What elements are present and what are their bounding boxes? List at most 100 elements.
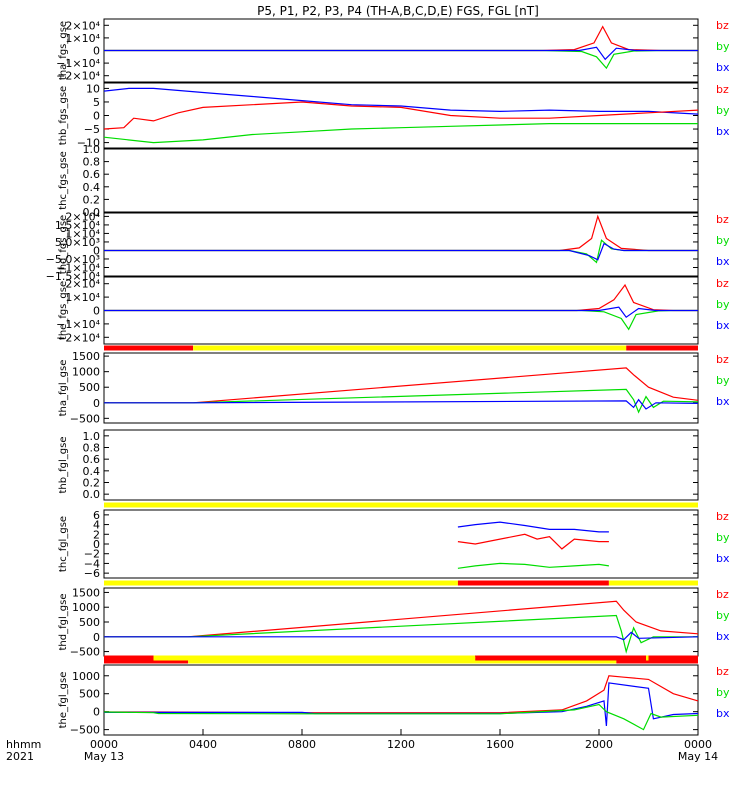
x-tick-label: 0800 <box>288 738 316 751</box>
y-tick-label: −2×10⁴ <box>56 331 100 344</box>
y-tick-label: 1000 <box>72 670 100 683</box>
y-tick-label: 0 <box>93 244 100 257</box>
x-tick-label: 0400 <box>189 738 217 751</box>
panel-frame <box>103 429 699 501</box>
series-by <box>457 562 609 569</box>
series-bx <box>104 631 699 641</box>
panel-frame <box>103 587 699 657</box>
status-bar-segment <box>648 655 698 661</box>
y-tick-label: 0 <box>93 45 100 58</box>
y-tick-label: 2×10⁴ <box>65 210 100 223</box>
footer-year: 2021 <box>6 750 34 763</box>
series-bx <box>104 398 699 410</box>
series-bx <box>457 521 609 533</box>
series-by <box>104 49 698 70</box>
y-axis-label: the_fgs_gse <box>58 281 69 340</box>
y-tick-label: 500 <box>79 688 100 701</box>
y-tick-label: 0.4 <box>83 465 101 478</box>
legend-bz: bz <box>716 83 729 96</box>
y-tick-label: 0 <box>93 110 100 123</box>
y-tick-label: 0 <box>93 631 100 644</box>
y-axis-label: thc_fgl_gse <box>58 516 69 572</box>
y-tick-label: 0.4 <box>83 181 101 194</box>
y-tick-label: 0.2 <box>83 477 101 490</box>
x-tick-sublabel: May 14 <box>678 750 718 763</box>
legend-bz: bz <box>716 213 729 226</box>
y-tick-label: 2×10⁴ <box>65 278 100 291</box>
y-axis-label: the_fgl_gse <box>58 672 69 729</box>
y-tick-label: −10 <box>77 137 100 150</box>
y-tick-label: 500 <box>79 616 100 629</box>
y-tick-label: −2 <box>84 548 100 561</box>
status-bar-segment <box>104 580 458 586</box>
y-tick-label: 0 <box>93 305 100 318</box>
legend-bz: bz <box>716 588 729 601</box>
y-axis-label: thd_fgl_gse <box>58 594 69 651</box>
y-tick-label: −6 <box>84 567 100 580</box>
y-tick-label: −2×10⁴ <box>56 70 100 83</box>
legend-bx: bx <box>716 61 730 74</box>
status-bar-segment <box>153 655 476 661</box>
legend-by: by <box>716 686 730 699</box>
y-tick-label: 0.8 <box>83 442 101 455</box>
status-bar-segment <box>188 658 617 664</box>
y-tick-label: 1×10⁴ <box>65 227 100 240</box>
x-tick-sublabel: May 13 <box>84 750 124 763</box>
legend-by: by <box>716 374 730 387</box>
series-bx <box>104 682 699 727</box>
panel-thb_fgl: 1.00.80.60.40.20.0 thb_fgl_gse <box>58 429 699 508</box>
series-bx <box>104 46 698 61</box>
y-axis-label: thc_fgs_gse <box>58 151 69 210</box>
y-tick-label: 4 <box>93 519 100 532</box>
legend-bz: bz <box>716 353 729 366</box>
y-axis-label: thb_fgl_gse <box>58 437 69 494</box>
panel-frame <box>103 212 699 277</box>
legend-bx: bx <box>716 319 730 332</box>
y-tick-label: −5.0×10³ <box>46 253 100 266</box>
y-tick-label: 1000 <box>72 366 100 379</box>
panel-frame <box>103 509 699 579</box>
series-bz <box>104 600 699 638</box>
y-tick-label: 1×10⁴ <box>65 32 100 45</box>
x-tick-label: 0000 <box>684 738 712 751</box>
y-tick-label: −5 <box>84 123 100 136</box>
status-bar-segment <box>104 658 189 664</box>
series-bz <box>104 367 699 404</box>
y-tick-label: 1.0 <box>83 143 101 156</box>
status-bar-segment <box>646 655 649 661</box>
x-tick-label: 1200 <box>387 738 415 751</box>
series-bz <box>457 533 609 550</box>
series-by <box>104 309 698 331</box>
legend-bz: bz <box>716 665 729 678</box>
series-bx <box>104 242 698 261</box>
status-bar-segment <box>616 658 698 664</box>
y-tick-label: −1×10⁴ <box>56 261 100 274</box>
y-tick-label: −4 <box>84 557 100 570</box>
y-tick-label: 500 <box>79 381 100 394</box>
y-tick-label: 1500 <box>72 586 100 599</box>
legend-bx: bx <box>716 552 730 565</box>
y-tick-label: 0.0 <box>83 206 101 219</box>
legend-by: by <box>716 40 730 53</box>
y-tick-label: −1×10⁴ <box>56 318 100 331</box>
status-bar-segment <box>104 655 154 661</box>
legend-bx: bx <box>716 630 730 643</box>
status-bar-segment <box>457 580 609 586</box>
status-bar-segment <box>104 502 698 508</box>
series-bz <box>104 675 699 714</box>
panel-thc_fgs: 1.00.80.60.40.20.0 thc_fgs_gse <box>58 143 699 219</box>
series-by <box>104 614 698 654</box>
legend-by: by <box>716 104 730 117</box>
status-bar-segment <box>626 345 698 351</box>
series-bz <box>103 101 699 130</box>
legend-bx: bx <box>716 707 730 720</box>
y-tick-label: 10 <box>86 82 100 95</box>
y-axis-label: thb_fgs_gse <box>58 86 69 145</box>
y-tick-label: 0.0 <box>83 488 101 501</box>
